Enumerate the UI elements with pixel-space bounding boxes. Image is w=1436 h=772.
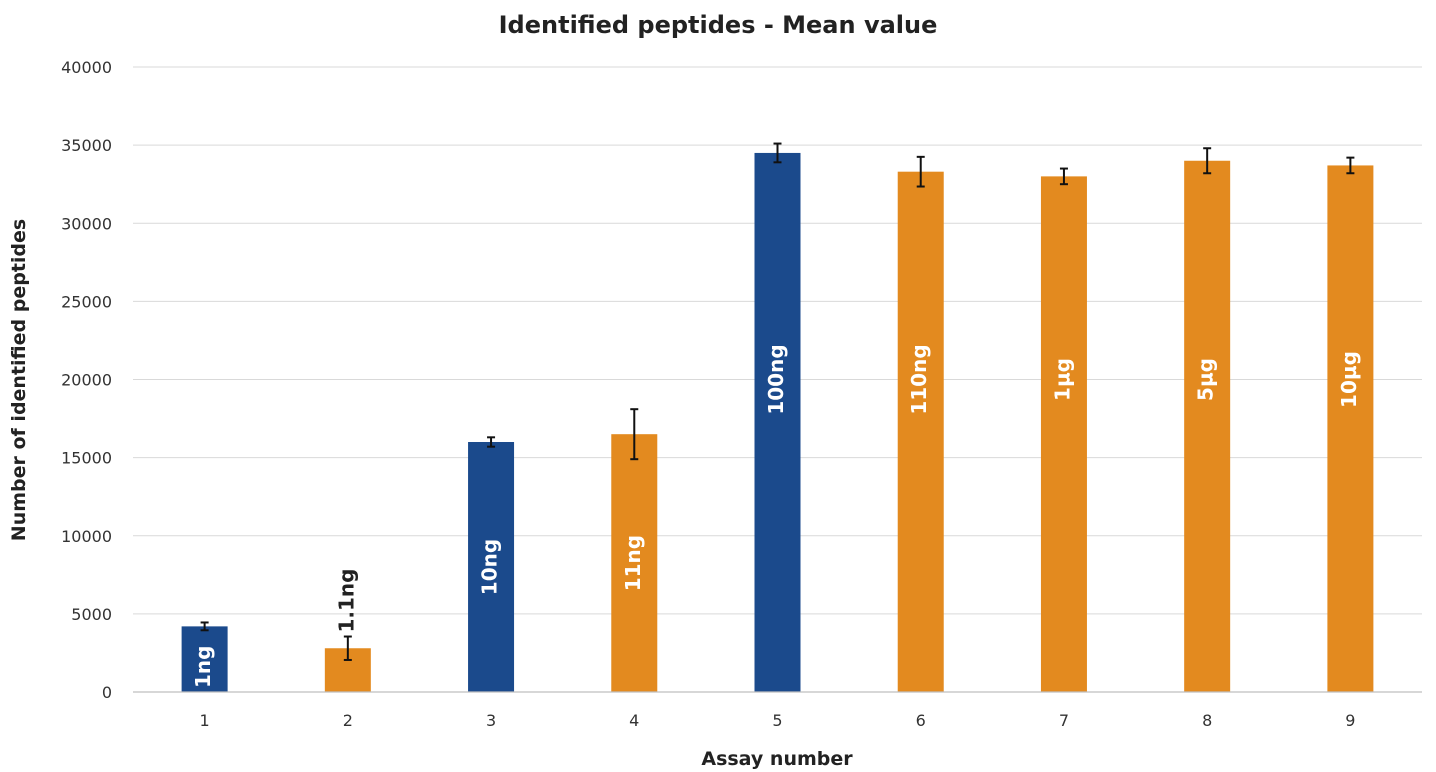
x-tick-label: 8 — [1202, 711, 1212, 730]
y-tick-label: 10000 — [61, 527, 112, 546]
x-axis-title: Assay number — [701, 748, 853, 770]
x-tick-label: 1 — [200, 711, 210, 730]
bar — [1327, 165, 1374, 692]
x-axis-ticks: 1 2 3 4 5 6 7 8 9 — [200, 711, 1356, 730]
bar-data-label: 1µg — [1050, 358, 1074, 401]
x-tick-label: 2 — [343, 711, 353, 730]
bar-data-label: 1.1ng — [334, 569, 358, 633]
bar — [1040, 176, 1087, 692]
bar — [181, 626, 228, 692]
bar-data-label: 100ng — [764, 344, 788, 414]
error-bars-layer — [200, 142, 1355, 661]
bar — [754, 152, 801, 692]
bar-data-label: 10µg — [1337, 351, 1361, 408]
y-tick-label: 35000 — [61, 136, 112, 155]
x-tick-label: 7 — [1059, 711, 1069, 730]
x-tick-label: 5 — [772, 711, 782, 730]
bars-layer — [181, 152, 1374, 692]
x-tick-label: 6 — [916, 711, 926, 730]
y-axis-ticks: 0 5000 10000 15000 20000 25000 30000 35000 40000 — [61, 58, 112, 702]
chart-title: Identified peptides - Mean value — [499, 11, 938, 39]
bar-data-label: 11ng — [621, 535, 645, 591]
bar-labels-layer: 1ng 1.1ng 10ng 11ng 100ng 110ng 1µg 5µg 10µg — [191, 344, 1361, 688]
y-tick-label: 30000 — [61, 214, 112, 233]
y-axis-title: Number of identified peptides — [8, 219, 30, 541]
bar-data-label: 10ng — [478, 539, 502, 595]
bar — [897, 171, 944, 692]
bar-data-label: 5µg — [1194, 358, 1218, 401]
x-tick-label: 9 — [1345, 711, 1355, 730]
x-tick-label: 3 — [486, 711, 496, 730]
y-tick-label: 0 — [102, 683, 112, 702]
y-tick-label: 25000 — [61, 292, 112, 311]
bar-data-label: 110ng — [907, 344, 931, 414]
bar-data-label: 1ng — [191, 646, 215, 688]
x-tick-label: 4 — [629, 711, 639, 730]
y-tick-label: 15000 — [61, 449, 112, 468]
y-tick-label: 40000 — [61, 58, 112, 77]
bar — [468, 442, 515, 692]
y-tick-label: 5000 — [71, 605, 112, 624]
bar — [611, 434, 658, 692]
bar — [1184, 160, 1231, 692]
y-tick-label: 20000 — [61, 371, 112, 390]
